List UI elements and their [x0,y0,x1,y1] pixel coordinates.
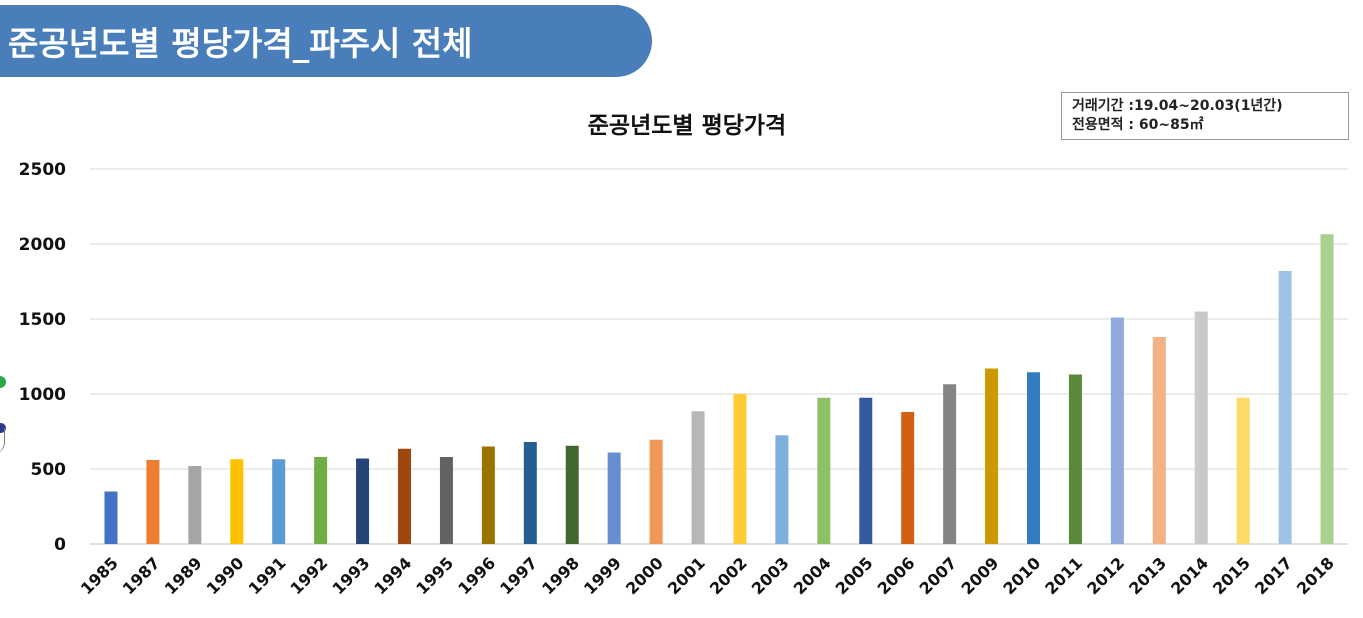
x-tick-label: 2017 [1251,553,1296,598]
bar-2001 [691,411,705,544]
bar-1999 [607,452,621,544]
bar-2005 [859,397,873,544]
y-tick-label: 500 [31,460,67,480]
y-tick-label: 1000 [19,385,66,405]
bar-1985 [104,491,118,544]
bars [104,234,1334,544]
bar-1991 [272,459,286,544]
bar-2007 [943,384,957,544]
bar-2006 [901,412,915,544]
x-tick-label: 2004 [790,553,835,598]
x-tick-label: 2013 [1125,553,1170,598]
bar-2015 [1236,397,1250,544]
bar-2012 [1110,317,1124,544]
decorative-connector-line [0,428,5,454]
y-tick-label: 1500 [19,310,66,330]
x-tick-label: 2000 [622,553,667,598]
bar-2000 [649,439,663,544]
x-axis-ticks: 1985198719891990199119921993199419951996… [77,553,1338,598]
x-tick-label: 2011 [1041,553,1086,598]
x-tick-label: 2005 [832,553,877,598]
x-tick-label: 1993 [328,553,373,598]
y-tick-label: 2000 [19,235,66,255]
x-tick-label: 2002 [706,553,751,598]
bar-2010 [1027,372,1040,544]
x-tick-label: 1997 [496,553,541,598]
x-tick-label: 2006 [874,553,919,598]
header-banner: 준공년도별 평당가격_파주시 전체 [0,5,652,77]
x-tick-label: 2014 [1167,553,1212,598]
x-tick-label: 2007 [916,553,961,598]
info-box: 거래기간 :19.04~20.03(1년간) 전용면적 : 60~85㎡ [1061,92,1349,140]
x-tick-label: 2003 [748,553,793,598]
x-tick-label: 2015 [1209,553,1254,598]
x-tick-label: 1998 [538,553,583,598]
bar-1990 [230,459,244,544]
x-tick-label: 1995 [412,553,457,598]
x-tick-label: 1999 [580,553,625,598]
x-tick-label: 1989 [161,553,206,598]
x-tick-label: 2001 [664,553,709,598]
info-period: 거래기간 :19.04~20.03(1년간) [1072,98,1283,114]
bar-2004 [817,397,831,544]
y-tick-label: 2500 [19,160,66,180]
bar-2018 [1320,234,1334,544]
bar-1992 [314,457,328,544]
bar-2002 [733,394,747,544]
bar-2014 [1194,311,1208,544]
bar-1997 [523,442,537,544]
bar-1995 [439,457,453,544]
x-tick-label: 1987 [119,553,164,598]
info-area: 전용면적 : 60~85㎡ [1072,117,1204,133]
bar-1993 [356,458,370,544]
page-title: 준공년도별 평당가격_파주시 전체 [8,24,473,63]
bar-chart: 준공년도별 평당가격 0 500 1000 1500 2000 2500 19851987… [19,113,1348,598]
bar-2011 [1068,374,1082,544]
bar-1987 [146,460,160,544]
x-tick-label: 2009 [957,553,1002,598]
x-tick-label: 2018 [1293,553,1338,598]
x-tick-label: 1991 [245,553,290,598]
y-axis-ticks: 0 500 1000 1500 2000 2500 [19,160,66,555]
x-tick-label: 1985 [77,553,122,598]
gridlines [90,168,1348,545]
x-tick-label: 1992 [287,553,332,598]
x-tick-label: 1994 [370,553,415,598]
decorative-dot-green [0,376,6,388]
bar-1998 [565,445,579,544]
bar-2009 [985,368,999,544]
bar-1996 [481,446,495,544]
x-tick-label: 2010 [999,553,1044,598]
bar-1994 [398,448,411,544]
bar-2013 [1152,337,1166,544]
x-tick-label: 2012 [1083,553,1128,598]
bar-2017 [1278,271,1292,544]
x-tick-label: 1996 [454,553,499,598]
chart-title: 준공년도별 평당가격 [588,113,786,139]
bar-1989 [188,466,202,544]
y-tick-label: 0 [54,535,66,555]
x-tick-label: 1990 [203,553,248,598]
bar-2003 [775,435,789,544]
